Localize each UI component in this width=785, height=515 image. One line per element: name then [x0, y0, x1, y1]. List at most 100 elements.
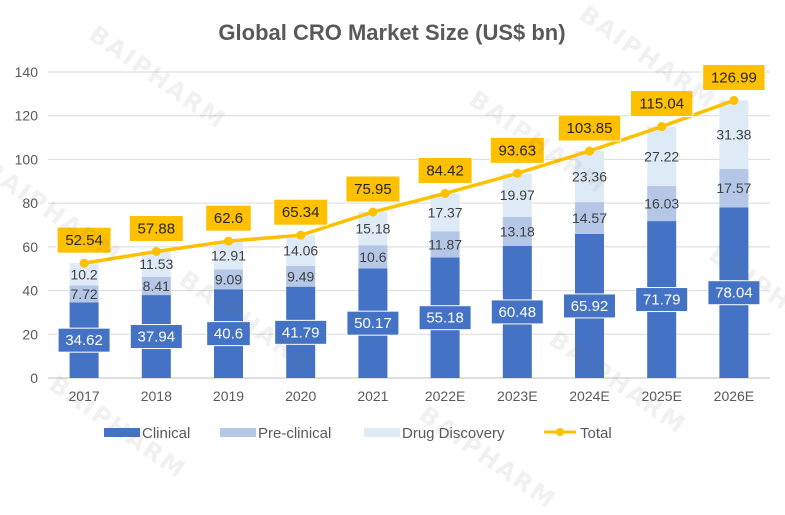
bar-drug-discovery: [719, 100, 749, 170]
drug-discovery-value-label: 19.97: [500, 187, 535, 203]
x-tick-label: 2025E: [641, 388, 681, 404]
x-tick-label: 2020: [285, 388, 316, 404]
bar-pre-clinical: [286, 265, 316, 287]
drug-discovery-value-label: 11.53: [139, 256, 173, 272]
clinical-value-label: 60.48: [499, 304, 537, 321]
clinical-value-box: [563, 293, 616, 319]
total-value-box: [557, 114, 622, 142]
clinical-value-box: [57, 327, 111, 353]
x-tick-label: 2024E: [569, 388, 609, 404]
clinical-value-box: [206, 321, 251, 347]
y-tick-label: 20: [22, 326, 38, 342]
legend-swatch: [220, 428, 256, 437]
total-point: [296, 230, 306, 240]
drug-discovery-value-label: 12.91: [211, 247, 246, 263]
x-tick-label: 2019: [213, 388, 244, 404]
y-tick-label: 60: [22, 239, 38, 255]
clinical-value-label: 50.17: [354, 315, 392, 332]
bar-pre-clinical: [358, 245, 388, 269]
legend-swatch: [104, 428, 140, 437]
legend-label: Pre-clinical: [258, 425, 331, 442]
bar-pre-clinical: [214, 269, 243, 290]
total-value-label: 84.42: [426, 162, 464, 179]
drug-discovery-value-label: 14.06: [283, 243, 318, 259]
bar-pre-clinical: [575, 202, 604, 234]
legend-swatch: [364, 428, 400, 437]
legend-item-clinical: Clinical: [104, 425, 190, 442]
drug-discovery-value-label: 17.37: [428, 204, 463, 220]
total-value-label: 115.04: [639, 96, 684, 113]
legend-item-pre-clinical: Pre-clinical: [220, 425, 331, 442]
bar-drug-discovery: [502, 173, 532, 218]
chart-legend: Clinical Pre-clinical Drug Discovery Total: [104, 425, 612, 442]
bar-pre-clinical: [69, 285, 99, 303]
total-point: [512, 168, 522, 178]
legend-item-total: Total: [544, 425, 612, 442]
total-value-box: [128, 214, 184, 242]
legend-item-drug-discovery: Drug Discovery: [364, 425, 505, 442]
bar-pre-clinical: [502, 217, 532, 246]
total-point: [657, 122, 667, 132]
x-tick-label: 2017: [69, 388, 100, 404]
bar-pre-clinical: [647, 186, 677, 222]
total-value-box: [489, 136, 545, 164]
total-point: [224, 236, 233, 246]
clinical-value-label: 55.18: [426, 310, 464, 327]
total-value-box: [56, 226, 112, 254]
clinical-value-box: [707, 280, 761, 306]
bar-drug-discovery: [430, 193, 460, 232]
clinical-value-box: [346, 310, 400, 336]
clinical-value-box: [635, 287, 689, 313]
bar-drug-discovery: [358, 211, 388, 246]
legend-label: Clinical: [142, 425, 190, 442]
total-point: [79, 258, 89, 268]
total-value-box: [417, 156, 473, 184]
total-value-box: [702, 63, 766, 91]
total-point: [368, 207, 378, 217]
total-value-label: 65.34: [282, 204, 320, 221]
total-value-box: [205, 204, 252, 232]
y-tick-label: 80: [22, 195, 38, 211]
total-value-box: [345, 175, 401, 203]
clinical-value-label: 41.79: [282, 324, 320, 341]
pre-clinical-value-label: 10.6: [359, 249, 386, 265]
bar-drug-discovery: [575, 151, 604, 203]
y-tick-label: 120: [15, 108, 39, 124]
clinical-value-box: [129, 324, 183, 350]
bar-pre-clinical: [141, 276, 171, 296]
y-tick-label: 40: [22, 283, 38, 299]
bar-pre-clinical: [719, 169, 749, 208]
legend-label: Total: [580, 425, 612, 442]
pre-clinical-value-label: 8.41: [143, 278, 170, 294]
clinical-value-label: 78.04: [715, 285, 753, 302]
legend-marker: [556, 428, 564, 436]
clinical-value-box: [490, 299, 544, 325]
total-value-label: 52.54: [65, 232, 103, 249]
clinical-value-box: [418, 305, 472, 331]
bar-drug-discovery: [286, 235, 316, 266]
y-tick-label: 140: [15, 64, 39, 80]
clinical-value-label: 65.92: [571, 298, 609, 315]
bar-drug-discovery: [647, 126, 677, 187]
y-tick-label: 100: [15, 151, 39, 167]
bar-drug-discovery: [214, 241, 243, 270]
pre-clinical-value-label: 13.18: [500, 223, 535, 239]
pre-clinical-value-label: 9.09: [215, 271, 242, 287]
bar-drug-discovery: [69, 263, 99, 286]
drug-discovery-value-label: 31.38: [716, 127, 751, 143]
x-tick-label: 2018: [141, 388, 172, 404]
clinical-value-box: [274, 319, 328, 345]
pre-clinical-value-label: 7.72: [70, 286, 97, 302]
total-line: [83, 98, 735, 265]
total-value-label: 57.88: [138, 220, 176, 237]
legend-label: Drug Discovery: [402, 425, 505, 442]
pre-clinical-value-label: 16.03: [644, 196, 679, 212]
total-value-box: [630, 90, 694, 118]
total-value-label: 126.99: [711, 69, 757, 86]
x-tick-label: 2022E: [425, 388, 465, 404]
clinical-value-label: 37.94: [138, 329, 176, 346]
pre-clinical-value-label: 11.87: [428, 236, 462, 252]
drug-discovery-value-label: 10.2: [70, 266, 97, 282]
total-value-label: 62.6: [214, 210, 243, 227]
drug-discovery-value-label: 15.18: [355, 221, 390, 237]
